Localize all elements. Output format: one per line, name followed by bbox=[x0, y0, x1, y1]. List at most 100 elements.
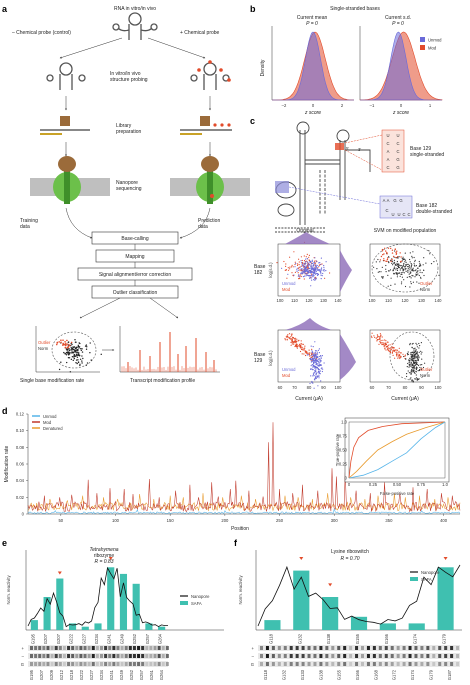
x-label: G138 bbox=[326, 633, 331, 644]
c-scatter-point bbox=[307, 273, 309, 275]
c-scatter-point bbox=[296, 264, 299, 266]
c-scatter-point bbox=[379, 261, 381, 263]
gel-band bbox=[355, 662, 359, 666]
c-scatter-point bbox=[417, 271, 419, 273]
b-tick-r1: 0 bbox=[400, 103, 403, 108]
b-right-title: Current s.d. bbox=[385, 15, 411, 21]
gel-band bbox=[145, 662, 149, 666]
c-scatter-point bbox=[402, 271, 404, 274]
five-prime: 5′ bbox=[346, 146, 349, 151]
c-scatter-point bbox=[406, 373, 408, 375]
peak-arrow-icon bbox=[328, 583, 333, 587]
c-scatter-point bbox=[408, 361, 410, 363]
gel-band bbox=[260, 654, 263, 658]
c-scatter-point bbox=[313, 270, 316, 272]
c-scatter-point bbox=[408, 267, 410, 269]
c-scatter-point bbox=[411, 358, 414, 360]
seq129-base: G bbox=[396, 157, 399, 162]
c-scatter-point bbox=[412, 363, 414, 365]
gel-label: G234 bbox=[99, 669, 104, 680]
gel-band bbox=[149, 654, 153, 658]
c-scatter-point bbox=[295, 340, 297, 342]
c-scatter-point bbox=[323, 270, 325, 272]
c-scatter-point bbox=[378, 343, 380, 345]
c-scatter-point bbox=[317, 267, 319, 269]
gel-band bbox=[91, 662, 95, 666]
c-scatter-point bbox=[307, 265, 309, 267]
gel-band bbox=[283, 646, 287, 650]
c-scatter-point bbox=[401, 260, 403, 262]
c-scatter-point bbox=[386, 258, 389, 261]
c-scatter-point bbox=[375, 337, 377, 339]
c-scatter-point bbox=[303, 271, 305, 273]
c-scatter-point bbox=[386, 251, 388, 254]
c-scatter-point bbox=[296, 338, 298, 340]
c-scatter-point bbox=[319, 360, 321, 362]
gel-band bbox=[50, 662, 54, 666]
d-ytick: 0.06 bbox=[16, 462, 25, 467]
gel-band bbox=[426, 646, 430, 650]
d-legend: Unmod Mod Denatured bbox=[32, 414, 63, 431]
c-scatter-point bbox=[316, 264, 318, 267]
c-scatter-point bbox=[414, 362, 416, 364]
roc-ytick: 1.0 bbox=[341, 420, 347, 425]
gel-band bbox=[120, 654, 124, 658]
c-scatter-point bbox=[315, 369, 317, 371]
c-scatter-point bbox=[394, 273, 396, 275]
seq182-base: U bbox=[391, 212, 394, 217]
c-scatter-point bbox=[312, 353, 314, 355]
c-scatter-point bbox=[313, 264, 315, 267]
c-scatter-point bbox=[414, 347, 416, 349]
roc-xtick: 0.25 bbox=[369, 482, 378, 487]
c-scatter-point bbox=[404, 267, 406, 269]
gel-label: G212 bbox=[59, 669, 64, 680]
c-scatter-point bbox=[406, 375, 408, 378]
c-xtick: 90 bbox=[419, 385, 424, 390]
gel-band bbox=[325, 662, 329, 666]
c-scatter-point bbox=[413, 365, 415, 367]
gel-label: G179 bbox=[428, 669, 433, 680]
c-scatter-point bbox=[303, 347, 305, 349]
gel-band bbox=[301, 646, 305, 650]
c-outlier-bottom: Outlier bbox=[420, 367, 433, 372]
c-scatter-point bbox=[416, 346, 418, 348]
c-scatter-point bbox=[405, 358, 407, 360]
gel-band bbox=[87, 662, 91, 666]
c-scatter-point bbox=[303, 348, 305, 350]
c-scatter-point bbox=[295, 341, 297, 343]
safa-bar bbox=[158, 626, 166, 630]
a-scatter-point bbox=[79, 363, 81, 365]
gel-lane bbox=[258, 653, 460, 659]
c-scatter-point bbox=[412, 270, 414, 272]
a-scatter-point bbox=[74, 339, 76, 341]
c-scatter-point bbox=[309, 358, 312, 361]
c-scatter-point bbox=[415, 374, 417, 376]
c-scatter-point bbox=[304, 270, 306, 272]
c-scatter-point bbox=[415, 377, 418, 379]
gel-band bbox=[108, 662, 112, 666]
gel-band bbox=[100, 646, 103, 650]
c-scatter-point bbox=[388, 261, 390, 263]
c-scatter-point bbox=[379, 333, 381, 335]
a-scatter-point bbox=[68, 353, 71, 355]
c-scatter-point bbox=[294, 337, 297, 339]
a-scatter-point bbox=[86, 346, 88, 348]
c-scatter-point bbox=[303, 268, 305, 270]
gel-band bbox=[108, 654, 112, 658]
c-scatter-point bbox=[315, 375, 317, 377]
a-scatter-point bbox=[76, 346, 78, 348]
c-xtick: 100 bbox=[335, 385, 343, 390]
c-scatter-point bbox=[417, 378, 419, 380]
a-scatter-point bbox=[75, 347, 77, 349]
a-scatter-point bbox=[65, 342, 67, 345]
c-scatter-point bbox=[300, 265, 302, 267]
c-scatter-point bbox=[404, 259, 407, 261]
gel-label: G264 bbox=[159, 669, 164, 680]
a-scatter-point bbox=[68, 347, 70, 350]
c-scatter-point bbox=[416, 379, 418, 381]
roc-ytick: 0.25 bbox=[339, 462, 348, 467]
c-scatter-point bbox=[419, 345, 421, 347]
c-scatter-point bbox=[386, 253, 388, 255]
c-scatter-point bbox=[323, 362, 325, 364]
c-scatter-point bbox=[409, 342, 411, 345]
